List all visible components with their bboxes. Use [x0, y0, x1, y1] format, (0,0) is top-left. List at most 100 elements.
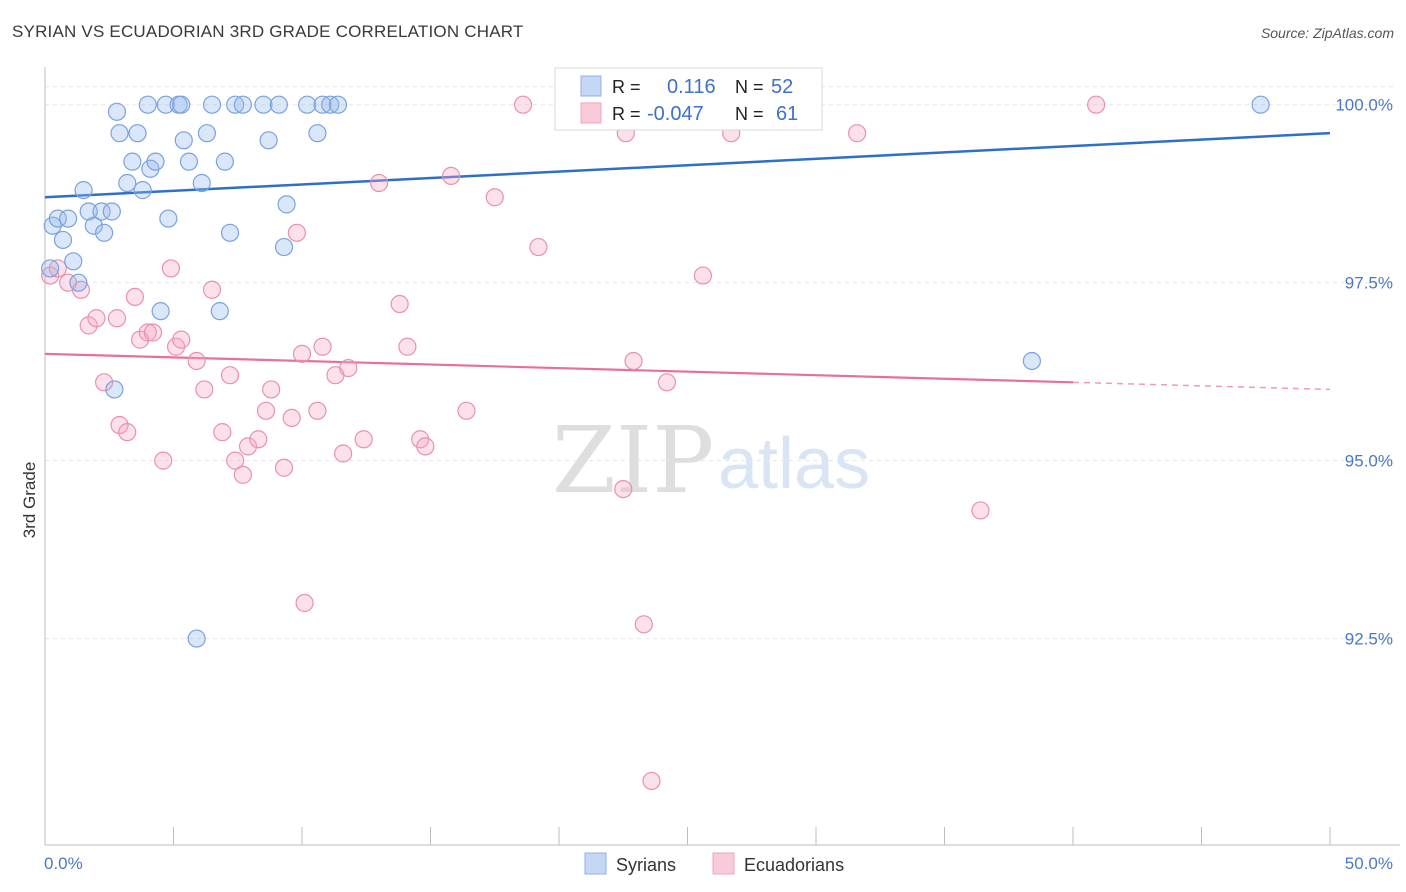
ecuadorian-point — [513, 95, 533, 114]
syrian-point — [179, 152, 199, 171]
syrian-point — [259, 131, 278, 150]
chart-title: SYRIAN VS ECUADORIAN 3RD GRADE CORRELATI… — [12, 22, 524, 41]
ecuadorian-point — [161, 259, 181, 278]
ecuadorian-point — [1087, 95, 1106, 114]
ecuadorians-trend-line — [44, 352, 1074, 384]
ecuadorian-point — [642, 771, 661, 791]
syrian-point — [159, 209, 178, 228]
ecuadorian-point — [107, 309, 127, 328]
syrian-point — [95, 223, 114, 242]
legend-n-value: 61 — [776, 103, 798, 125]
ecuadorian-point — [485, 188, 504, 207]
syrian-point — [1022, 351, 1041, 371]
legend-n-value: 52 — [771, 76, 793, 98]
trend-lines — [44, 131, 1331, 391]
ecuadorian-point — [416, 437, 435, 456]
syrian-point — [269, 95, 288, 114]
ecuadorian-point — [256, 401, 276, 420]
syrian-point — [313, 95, 332, 114]
syrians-trend-line — [44, 131, 1331, 199]
syrian-point — [174, 131, 193, 150]
syrian-point — [197, 124, 217, 143]
watermark-zip: ZIP — [552, 407, 714, 514]
legend-item-syrians: Syrians — [616, 855, 676, 875]
syrian-point — [202, 95, 222, 114]
syrian-point — [102, 202, 121, 221]
syrian-point — [69, 273, 88, 292]
ecuadorian-point — [657, 373, 677, 392]
legend-r-label: R = — [612, 77, 641, 97]
syrian-point — [146, 152, 165, 171]
ecuadorian-point — [118, 423, 137, 442]
correlation-legend: R = 0.116 N = 52 R = -0.047 N = 61 — [554, 67, 823, 131]
legend-r-value: 0.116 — [667, 76, 716, 98]
ecuadorian-point — [138, 323, 157, 342]
ecuadorian-point — [172, 330, 191, 349]
legend-swatch-syrians — [580, 75, 602, 97]
ecuadorian-point — [143, 323, 163, 342]
x-tick-labels: 0.0% 50.0% — [44, 854, 1393, 873]
ecuadorian-point — [95, 373, 114, 392]
ecuadorian-point — [848, 124, 867, 143]
ecuadorian-point — [390, 294, 409, 314]
syrian-point — [53, 230, 73, 250]
syrian-point — [277, 195, 296, 214]
syrian-point — [107, 102, 127, 121]
ecuadorian-point — [187, 351, 206, 371]
ecuadorian-point — [295, 593, 314, 613]
ecuadorian-point — [339, 358, 358, 378]
ecuadorian-point — [249, 430, 268, 449]
ecuadorian-point — [262, 380, 281, 399]
ecuadorian-point — [154, 451, 173, 470]
syrian-point — [105, 380, 124, 399]
syrian-point — [215, 152, 234, 171]
syrian-point — [298, 95, 317, 114]
syrian-point — [308, 124, 327, 143]
syrian-point — [64, 252, 83, 271]
syrian-point — [138, 95, 157, 114]
ecuadorians-points — [41, 95, 1106, 791]
watermark: ZIP atlas — [552, 407, 870, 514]
ecuadorian-point — [287, 223, 306, 242]
syrian-point — [328, 95, 348, 114]
ecuadorian-point — [292, 344, 312, 363]
legend-n-label: N = — [735, 77, 764, 97]
ecuadorian-point — [457, 401, 476, 420]
ecuadorian-point — [202, 280, 222, 299]
ecuadorian-point — [220, 366, 240, 385]
syrian-point — [118, 173, 137, 193]
ecuadorian-point — [354, 430, 373, 449]
syrian-point — [59, 209, 78, 228]
syrian-point — [192, 173, 211, 193]
x-tick-label: 0.0% — [44, 854, 83, 873]
ecuadorian-point — [529, 237, 548, 257]
syrian-point — [1251, 95, 1270, 114]
syrian-point — [110, 124, 129, 143]
series-legend: Syrians Ecuadorians — [584, 852, 844, 875]
legend-r-value: -0.047 — [647, 103, 704, 125]
watermark-atlas: atlas — [718, 424, 870, 504]
y-axis-label: 3rd Grade — [20, 462, 39, 539]
ecuadorian-point — [334, 444, 353, 463]
syrian-point — [92, 202, 111, 221]
syrian-point — [172, 95, 191, 114]
ecuadorian-point — [41, 266, 60, 285]
legend-n-label: N = — [735, 104, 764, 124]
syrian-point — [210, 302, 229, 321]
syrian-point — [233, 95, 252, 114]
ecuadorian-point — [48, 259, 67, 278]
ecuadorian-point — [274, 458, 294, 477]
syrian-point — [41, 259, 60, 278]
ecuadorian-point — [71, 280, 91, 299]
syrian-point — [254, 95, 273, 114]
syrian-point — [48, 209, 67, 228]
y-tick-label: 97.5% — [1345, 274, 1393, 293]
ecuadorian-point — [441, 166, 461, 185]
syrian-point — [187, 629, 206, 648]
syrian-point — [151, 302, 170, 321]
ecuadorian-point — [238, 437, 258, 456]
syrians-points — [41, 95, 1270, 648]
ecuadorian-point — [213, 423, 232, 442]
legend-swatch-ecuadorians — [712, 852, 735, 875]
